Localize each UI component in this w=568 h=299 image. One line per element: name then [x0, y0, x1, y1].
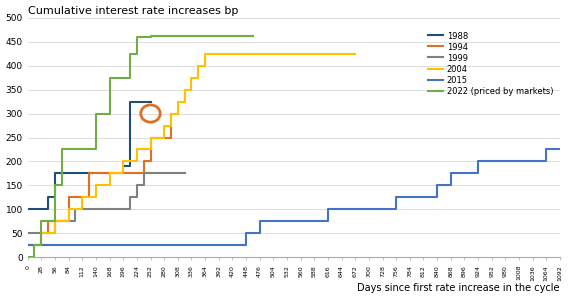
Text: Cumulative interest rate increases bp: Cumulative interest rate increases bp: [28, 6, 238, 16]
X-axis label: Days since first rate increase in the cycle: Days since first rate increase in the cy…: [357, 283, 560, 293]
Legend: 1988, 1994, 1999, 2004, 2015, 2022 (priced by markets): 1988, 1994, 1999, 2004, 2015, 2022 (pric…: [425, 29, 556, 98]
